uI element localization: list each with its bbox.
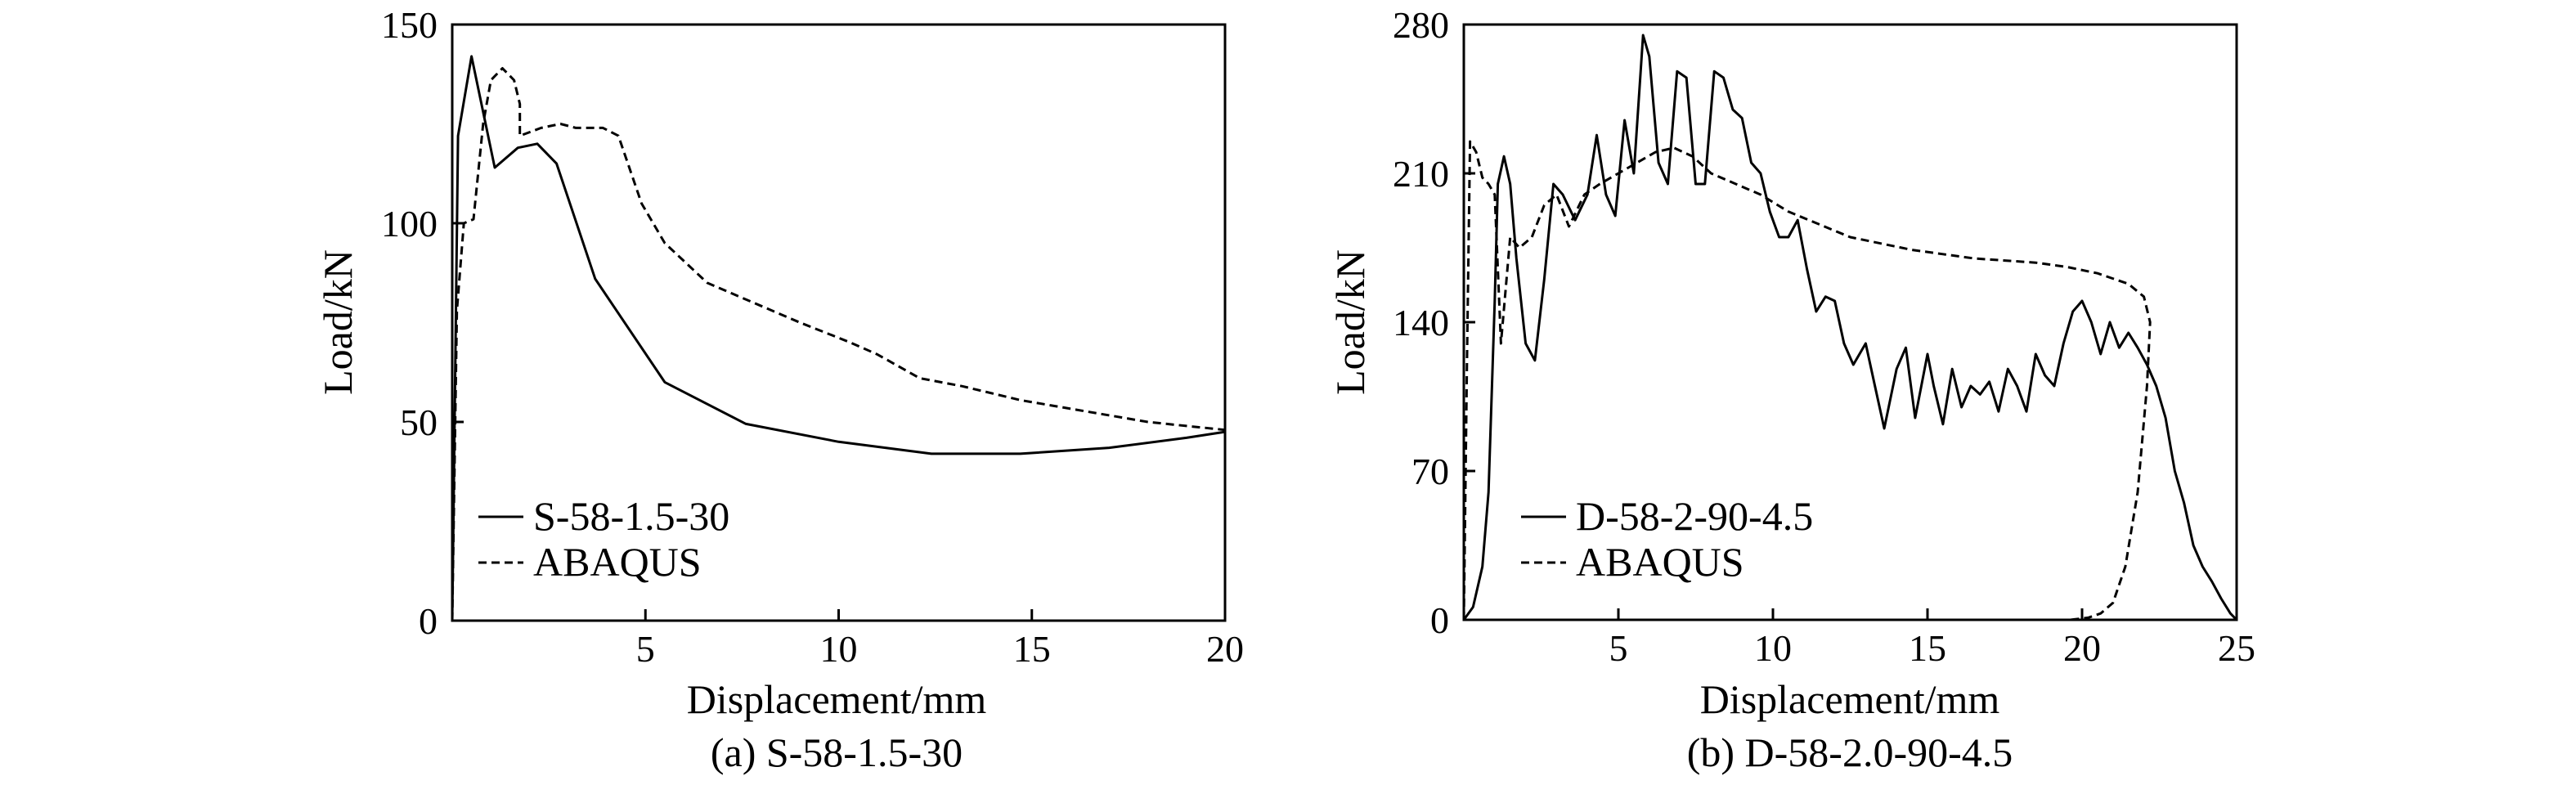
- chart-a-lines: [451, 55, 1226, 621]
- chart-a-xtick-label-2: 15: [1013, 628, 1051, 670]
- chart-a-ytick-label-0: 0: [419, 600, 438, 642]
- chart-a-ytick-label-2: 100: [381, 203, 438, 244]
- chart-a-ytick-label-1: 50: [400, 401, 438, 443]
- chart-b-xlabel: Displacement/mm: [1700, 676, 2000, 722]
- chart-a-legend: S-58-1.5-30 ABAQUS: [478, 493, 729, 585]
- chart-b-ytick-label-2: 140: [1393, 302, 1449, 343]
- chart-a-series-abaqus-line: [451, 67, 1226, 621]
- chart-a-xtick-label-0: 5: [636, 628, 655, 670]
- chart-a-xtick-label-1: 10: [820, 628, 858, 670]
- chart-b-caption: (b) D-58-2.0-90-4.5: [1687, 729, 2013, 775]
- chart-b-lines: [1462, 34, 2238, 621]
- chart-a-legend-dashed-label: ABAQUS: [533, 539, 702, 585]
- chart-b-xtick-label-4: 25: [2218, 627, 2255, 669]
- chart-a-ylabel: Load/kN: [315, 249, 361, 395]
- chart-b-xtick-label-0: 5: [1609, 627, 1628, 669]
- chart-a: 5 10 15 20 0 50 100 150 Displacement/mm Load/kN…: [315, 4, 1244, 775]
- chart-a-xtick-label-3: 20: [1206, 628, 1244, 670]
- chart-b-legend-dashed-label: ABAQUS: [1576, 539, 1744, 585]
- chart-a-caption: (a) S-58-1.5-30: [711, 729, 963, 775]
- chart-b-series-test-line: [1462, 34, 2238, 621]
- chart-b-ytick-label-4: 280: [1393, 4, 1449, 46]
- chart-b-ticks: 5 10 15 20 25 0 70 140 210 280: [1393, 4, 2255, 669]
- chart-a-ytick-label-3: 150: [381, 4, 438, 46]
- chart-b-xtick-label-1: 10: [1754, 627, 1792, 669]
- chart-b-xtick-label-3: 20: [2063, 627, 2101, 669]
- chart-b-ytick-label-3: 210: [1393, 153, 1449, 195]
- chart-b-ytick-label-1: 70: [1411, 451, 1449, 492]
- chart-a-legend-solid-label: S-58-1.5-30: [533, 493, 729, 539]
- chart-b-ytick-label-0: 0: [1430, 599, 1449, 641]
- chart-b-xtick-label-2: 15: [1909, 627, 1946, 669]
- chart-a-series-test-line: [451, 55, 1226, 621]
- chart-b-series-abaqus-line: [1462, 140, 2152, 621]
- chart-a-ticks: 5 10 15 20 0 50 100 150: [381, 4, 1244, 670]
- chart-b-ylabel: Load/kN: [1327, 249, 1373, 395]
- chart-b-legend: D-58-2-90-4.5 ABAQUS: [1521, 493, 1813, 585]
- chart-a-xlabel: Displacement/mm: [687, 676, 987, 722]
- chart-b: 5 10 15 20 25 0 70 140 210 280 Displacement/mm Lo…: [1327, 4, 2255, 775]
- chart-b-legend-solid-label: D-58-2-90-4.5: [1576, 493, 1813, 539]
